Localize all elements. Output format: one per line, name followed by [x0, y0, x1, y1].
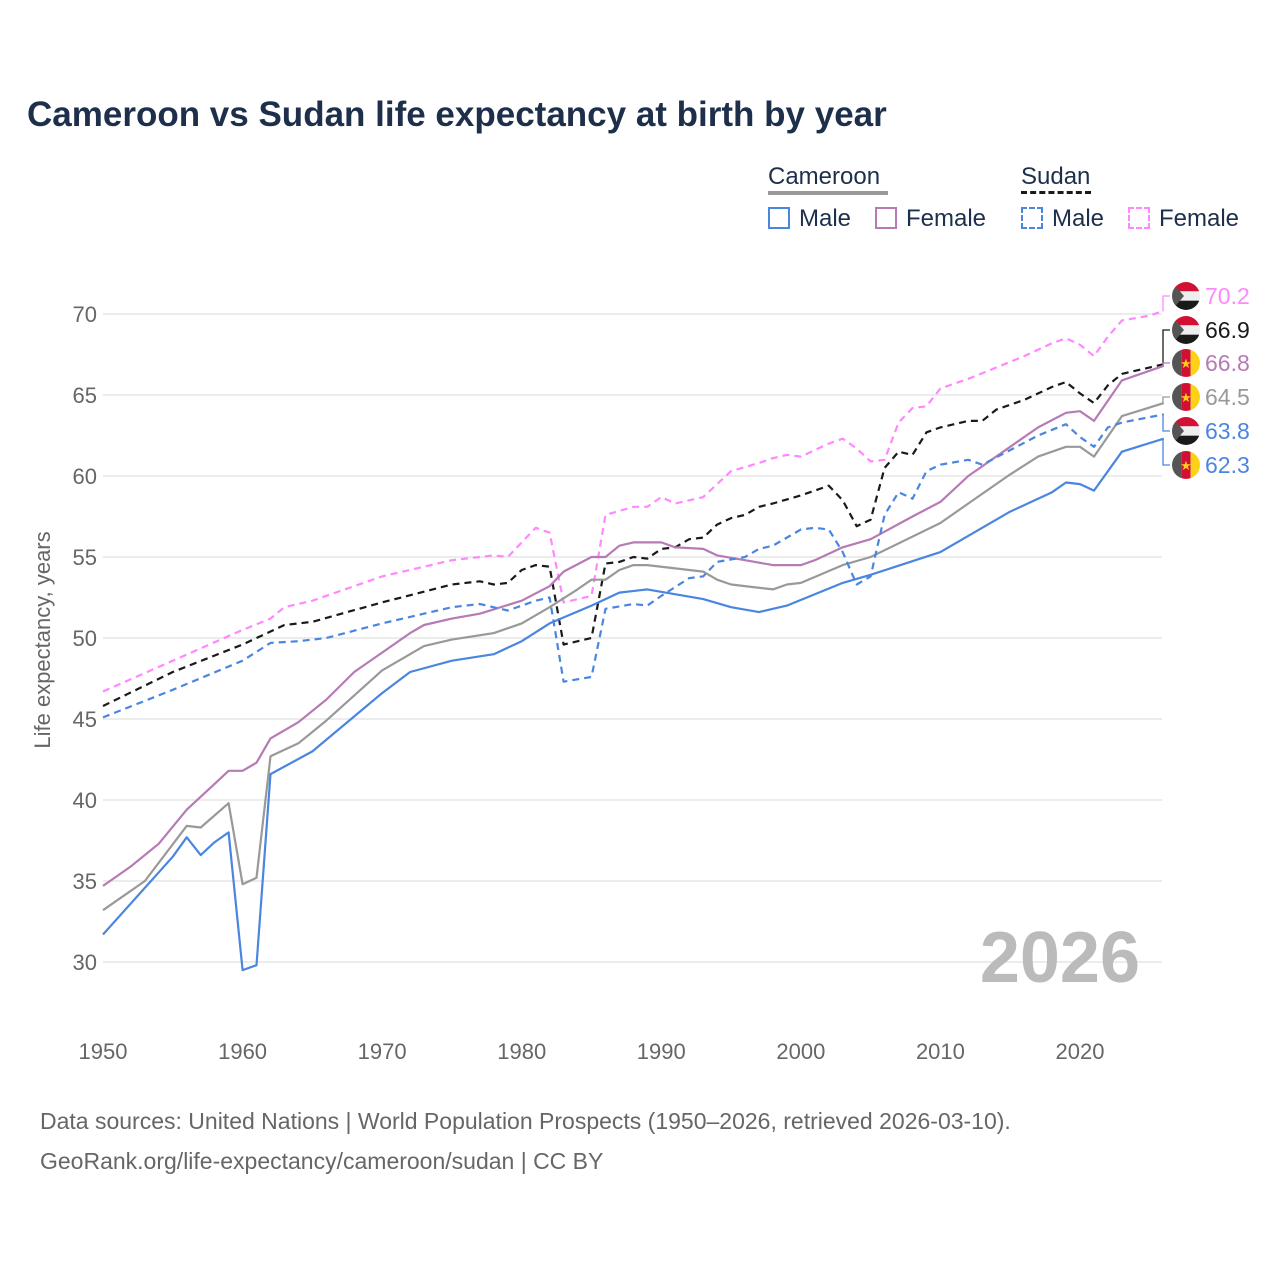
flag-stripe-black [1172, 300, 1200, 310]
flag-body: ★ [1172, 451, 1200, 479]
star-icon: ★ [1180, 458, 1192, 473]
end-value-label: 66.9 [1205, 317, 1250, 343]
y-tick-label: 55 [73, 545, 97, 570]
label-connector [1162, 295, 1170, 312]
flag-stripe-yellow [1190, 451, 1200, 479]
flag-triangle [1172, 282, 1184, 310]
end-value-label: 63.8 [1205, 418, 1250, 444]
flag-stripe-red [1181, 383, 1191, 411]
end-value-label: 70.2 [1205, 283, 1250, 309]
series-line-sudan-female [102, 309, 1165, 693]
source-line-2[interactable]: GeoRank.org/life-expectancy/cameroon/sud… [40, 1148, 604, 1174]
x-tick-label: 2020 [1056, 1039, 1105, 1064]
series-line-cameroon-male [102, 437, 1165, 972]
flag-stripe-green [1172, 383, 1182, 411]
legend-group-cameroon: Cameroon [768, 163, 881, 190]
flag-stripe-red [1181, 451, 1191, 479]
chart-title: Cameroon vs Sudan life expectancy at bir… [27, 95, 887, 134]
star-icon: ★ [1180, 390, 1192, 405]
sudan-flag-icon [1172, 316, 1200, 344]
source-line-1: Data sources: United Nations | World Pop… [40, 1108, 1011, 1134]
legend-label-sudan-female[interactable]: Female [1159, 205, 1240, 232]
series-line-sudan-male [102, 413, 1164, 719]
x-tick-label: 1990 [637, 1039, 686, 1064]
flag-stripe-white [1172, 325, 1200, 335]
label-connector [1162, 438, 1170, 466]
end-value-label: 64.5 [1205, 384, 1250, 410]
x-tick-label: 1950 [79, 1039, 128, 1064]
flag-body [1172, 417, 1200, 445]
cameroon-flag-icon: ★ [1172, 451, 1200, 479]
flag-stripe-black [1172, 334, 1200, 344]
end-value-label: 66.8 [1205, 350, 1250, 376]
y-tick-label: 30 [73, 950, 97, 975]
flag-stripe-yellow [1190, 383, 1200, 411]
y-tick-label: 60 [73, 464, 97, 489]
x-tick-label: 2010 [916, 1039, 965, 1064]
label-connector [1162, 329, 1170, 365]
flag-body [1172, 282, 1200, 310]
flag-stripe-red [1172, 417, 1200, 427]
sudan-flag-icon [1172, 417, 1200, 445]
flag-stripe-red [1172, 282, 1200, 292]
legend-label-cameroon-female[interactable]: Female [906, 205, 987, 232]
legend-swatch-cameroon-male [768, 207, 790, 229]
series-line-cameroon [102, 402, 1165, 912]
y-tick-label: 70 [73, 302, 97, 327]
flag-stripe-yellow [1190, 349, 1200, 377]
legend-group-sudan: Sudan [1021, 163, 1091, 190]
flag-body: ★ [1172, 349, 1200, 377]
flag-triangle [1172, 316, 1184, 344]
legend-swatch-sudan-male [1021, 207, 1043, 229]
legend-sudan-underline [1021, 191, 1091, 194]
y-tick-label: 50 [73, 626, 97, 651]
legend-label-sudan-male[interactable]: Male [1052, 205, 1105, 232]
y-tick-label: 35 [73, 869, 97, 894]
series-line-cameroon-female [102, 364, 1165, 887]
legend-swatch-sudan-female [1128, 207, 1150, 229]
y-tick-label: 45 [73, 707, 97, 732]
sudan-flag-icon [1172, 282, 1200, 310]
legend-swatch-cameroon-female [875, 207, 897, 229]
x-tick-label: 1960 [218, 1039, 267, 1064]
legend-label-cameroon-male[interactable]: Male [799, 205, 852, 232]
flag-stripe-black [1172, 435, 1200, 445]
flag-stripe-red [1172, 316, 1200, 326]
flag-stripe-white [1172, 426, 1200, 436]
star-icon: ★ [1180, 356, 1192, 371]
x-tick-label: 1970 [358, 1039, 407, 1064]
series-line-sudan [102, 363, 1164, 707]
label-connector [1162, 396, 1170, 404]
cameroon-flag-icon: ★ [1172, 349, 1200, 377]
flag-triangle [1172, 417, 1184, 445]
flag-stripe-red [1181, 349, 1191, 377]
label-connector [1162, 413, 1170, 432]
y-tick-label: 65 [73, 383, 97, 408]
y-axis-label: Life expectancy, years [30, 531, 55, 748]
flag-stripe-white [1172, 291, 1200, 301]
flag-body [1172, 316, 1200, 344]
cameroon-flag-icon: ★ [1172, 383, 1200, 411]
label-connector [1162, 362, 1170, 367]
flag-body: ★ [1172, 383, 1200, 411]
y-tick-label: 40 [73, 788, 97, 813]
end-value-label: 62.3 [1205, 452, 1250, 478]
flag-stripe-green [1172, 451, 1182, 479]
flag-stripe-green [1172, 349, 1182, 377]
x-tick-label: 1980 [497, 1039, 546, 1064]
year-watermark: 2026 [980, 918, 1140, 998]
legend-cameroon-underline [768, 191, 888, 195]
x-tick-label: 2000 [776, 1039, 825, 1064]
